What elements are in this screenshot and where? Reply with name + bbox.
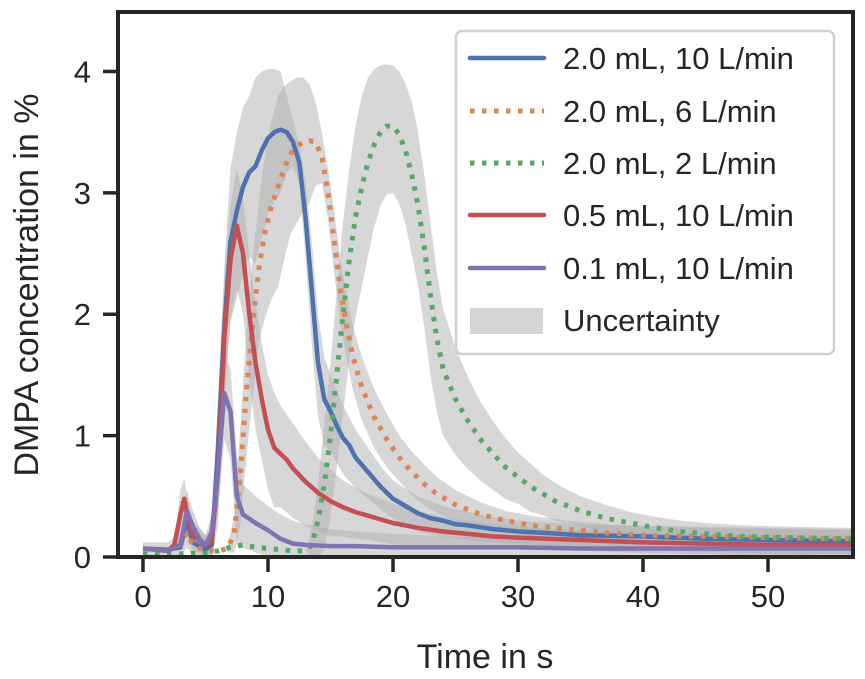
axes-frame xyxy=(116,10,855,559)
x-tick-label: 0 xyxy=(134,579,151,614)
series-lines xyxy=(142,123,853,557)
y-tick-label: 0 xyxy=(74,540,91,575)
legend: 2.0 mL, 10 L/min 2.0 mL, 6 L/min 2.0 mL, 2… xyxy=(454,29,836,356)
y-axis-ticks: 0 1 2 3 4 xyxy=(74,54,118,575)
legend-label-2: 2.0 mL, 6 L/min xyxy=(563,94,777,129)
legend-swatch-uncertainty xyxy=(470,308,543,334)
x-tick-label: 50 xyxy=(751,579,785,614)
uncertainty-band-2 xyxy=(228,77,853,553)
x-axis-label: Time in s xyxy=(417,638,554,676)
legend-label-4: 0.5 mL, 10 L/min xyxy=(563,198,794,233)
legend-label-3: 2.0 mL, 2 L/min xyxy=(563,146,777,181)
series-line-5 xyxy=(142,390,853,554)
y-axis-label: DMPA concentration in % xyxy=(8,94,46,477)
uncertainty-band-3 xyxy=(305,64,853,557)
y-tick-label: 4 xyxy=(74,54,91,89)
y-tick-label: 2 xyxy=(74,297,91,332)
x-axis-ticks: 0 10 20 30 40 50 xyxy=(134,557,785,614)
x-tick-label: 10 xyxy=(251,579,285,614)
x-tick-label: 40 xyxy=(626,579,660,614)
series-line-2 xyxy=(143,138,853,554)
series-line-3 xyxy=(143,123,853,557)
y-tick-label: 3 xyxy=(74,176,91,211)
legend-label-5: 0.1 mL, 10 L/min xyxy=(563,251,794,286)
x-tick-label: 30 xyxy=(501,579,535,614)
uncertainty-band-4 xyxy=(174,168,853,557)
legend-label-1: 2.0 mL, 10 L/min xyxy=(563,41,794,76)
y-tick-label: 1 xyxy=(74,419,91,454)
legend-frame xyxy=(454,29,836,356)
legend-label-uncertainty: Uncertainty xyxy=(563,303,720,338)
x-tick-label: 20 xyxy=(376,579,410,614)
uncertainty-band-5 xyxy=(180,350,853,557)
